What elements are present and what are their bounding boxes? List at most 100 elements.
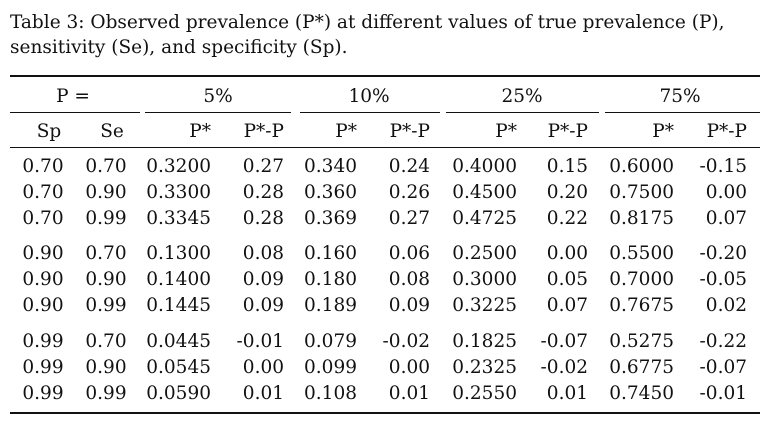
cell-pstar: 0.4725 xyxy=(452,208,517,229)
cell-sp: 0.90 xyxy=(22,243,64,264)
cell-pstar: 0.5275 xyxy=(609,331,674,352)
col-header-sp: Sp xyxy=(36,121,62,142)
p-group-rule xyxy=(10,112,140,113)
group-rule-25 xyxy=(446,112,599,113)
cell-pstar: 0.360 xyxy=(304,182,357,203)
cell-pstar: 0.0445 xyxy=(146,331,211,352)
cell-diff: 0.01 xyxy=(242,383,284,404)
group-rule-5 xyxy=(145,112,291,113)
cell-diff: 0.26 xyxy=(388,182,430,203)
cell-diff: 0.27 xyxy=(388,208,430,229)
cell-diff: 0.07 xyxy=(546,295,588,316)
col-header-diff: P*-P xyxy=(389,121,430,142)
group-header: 75% xyxy=(659,86,701,107)
cell-diff: -0.02 xyxy=(382,331,430,352)
cell-pstar: 0.2500 xyxy=(452,243,517,264)
cell-diff: 0.06 xyxy=(388,243,430,264)
cell-diff: 0.20 xyxy=(546,182,588,203)
cell-pstar: 0.3300 xyxy=(146,182,211,203)
cell-diff: 0.02 xyxy=(705,295,747,316)
col-header-diff: P*-P xyxy=(547,121,588,142)
cell-pstar: 0.7450 xyxy=(609,383,674,404)
cell-se: 0.70 xyxy=(85,243,127,264)
cell-diff: 0.01 xyxy=(388,383,430,404)
cell-pstar: 0.1300 xyxy=(146,243,211,264)
cell-diff: -0.22 xyxy=(699,331,747,352)
cell-pstar: 0.7000 xyxy=(609,269,674,290)
cell-sp: 0.99 xyxy=(22,357,64,378)
cell-pstar: 0.079 xyxy=(304,331,357,352)
col-header-pstar: P* xyxy=(652,121,674,142)
cell-sp: 0.90 xyxy=(22,295,64,316)
cell-pstar: 0.3225 xyxy=(452,295,517,316)
group-header: 5% xyxy=(203,86,233,107)
cell-diff: 0.00 xyxy=(546,243,588,264)
cell-sp: 0.90 xyxy=(22,269,64,290)
cell-pstar: 0.160 xyxy=(304,243,357,264)
cell-diff: -0.07 xyxy=(699,357,747,378)
cell-se: 0.90 xyxy=(85,357,127,378)
cell-sp: 0.70 xyxy=(22,182,64,203)
cell-diff: 0.00 xyxy=(705,182,747,203)
cell-diff: 0.00 xyxy=(388,357,430,378)
cell-diff: 0.28 xyxy=(242,208,284,229)
cell-pstar: 0.2550 xyxy=(452,383,517,404)
cell-pstar: 0.1445 xyxy=(146,295,211,316)
cell-se: 0.99 xyxy=(85,383,127,404)
cell-diff: -0.20 xyxy=(699,243,747,264)
cell-pstar: 0.3200 xyxy=(146,156,211,177)
col-header-se: Se xyxy=(100,121,124,142)
cell-pstar: 0.189 xyxy=(304,295,357,316)
cell-diff: 0.27 xyxy=(242,156,284,177)
cell-se: 0.70 xyxy=(85,331,127,352)
cell-se: 0.90 xyxy=(85,269,127,290)
cell-pstar: 0.6000 xyxy=(609,156,674,177)
cell-diff: -0.07 xyxy=(540,331,588,352)
cell-pstar: 0.180 xyxy=(304,269,357,290)
cell-sp: 0.70 xyxy=(22,208,64,229)
cell-pstar: 0.7500 xyxy=(609,182,674,203)
cell-pstar: 0.5500 xyxy=(609,243,674,264)
cell-pstar: 0.340 xyxy=(304,156,357,177)
cell-sp: 0.70 xyxy=(22,156,64,177)
cell-diff: -0.15 xyxy=(699,156,747,177)
cell-diff: 0.09 xyxy=(388,295,430,316)
cell-pstar: 0.1825 xyxy=(452,331,517,352)
col-header-pstar: P* xyxy=(189,121,211,142)
header-rule xyxy=(10,147,760,148)
caption-line-2: sensitivity (Se), and specificity (Sp). xyxy=(10,37,348,58)
cell-pstar: 0.3345 xyxy=(146,208,211,229)
cell-pstar: 0.6775 xyxy=(609,357,674,378)
group-rule-10 xyxy=(300,112,440,113)
group-header: 25% xyxy=(501,86,543,107)
cell-se: 0.90 xyxy=(85,182,127,203)
group-header: 10% xyxy=(348,86,390,107)
cell-pstar: 0.1400 xyxy=(146,269,211,290)
caption-line-1: Table 3: Observed prevalence (P*) at dif… xyxy=(10,12,725,33)
cell-pstar: 0.0590 xyxy=(146,383,211,404)
top-rule xyxy=(10,75,760,77)
cell-pstar: 0.108 xyxy=(304,383,357,404)
cell-diff: -0.05 xyxy=(699,269,747,290)
cell-diff: 0.22 xyxy=(546,208,588,229)
col-header-pstar: P* xyxy=(495,121,517,142)
col-header-diff: P*-P xyxy=(243,121,284,142)
cell-pstar: 0.4500 xyxy=(452,182,517,203)
cell-se: 0.70 xyxy=(85,156,127,177)
cell-pstar: 0.369 xyxy=(304,208,357,229)
cell-pstar: 0.8175 xyxy=(609,208,674,229)
cell-diff: 0.08 xyxy=(388,269,430,290)
cell-diff: 0.01 xyxy=(546,383,588,404)
cell-sp: 0.99 xyxy=(22,331,64,352)
cell-diff: 0.09 xyxy=(242,269,284,290)
cell-diff: 0.28 xyxy=(242,182,284,203)
cell-sp: 0.99 xyxy=(22,383,64,404)
col-header-diff: P*-P xyxy=(706,121,747,142)
cell-pstar: 0.2325 xyxy=(452,357,517,378)
cell-diff: 0.24 xyxy=(388,156,430,177)
cell-diff: 0.08 xyxy=(242,243,284,264)
cell-se: 0.99 xyxy=(85,208,127,229)
cell-pstar: 0.7675 xyxy=(609,295,674,316)
cell-diff: 0.15 xyxy=(546,156,588,177)
p-equals-label: P = xyxy=(56,86,90,107)
